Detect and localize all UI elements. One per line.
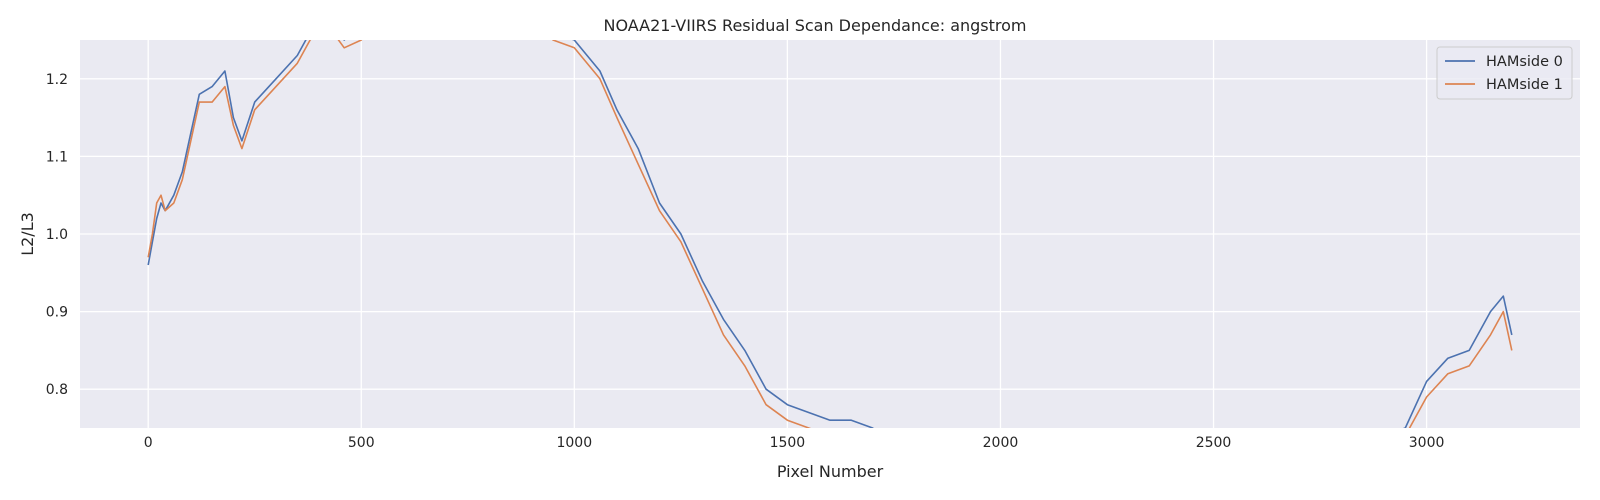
x-tick-label: 0 [144, 435, 153, 451]
y-tick-label: 0.8 [46, 382, 68, 398]
x-tick-label: 2000 [983, 435, 1019, 451]
x-tick-label: 1000 [556, 435, 592, 451]
x-tick-label: 1500 [770, 435, 806, 451]
series-line-hamside-1 [147, 40, 1513, 428]
series-layer [147, 40, 1513, 428]
x-tick-label: 3000 [1409, 435, 1445, 451]
x-tick-label: 500 [348, 435, 375, 451]
legend-label-hamside-0: HAMside 0 [1486, 54, 1563, 70]
y-tick-label: 1.2 [46, 72, 68, 88]
chart-title: NOAA21-VIIRS Residual Scan Dependance: a… [603, 16, 1026, 35]
grid [80, 40, 1580, 428]
y-axis-label: L2/L3 [18, 212, 37, 256]
y-tick-label: 1.0 [46, 227, 68, 243]
y-tick-label: 1.1 [46, 149, 68, 165]
x-tick-label: 2500 [1196, 435, 1232, 451]
x-ticks: 0 500 1000 1500 2000 2500 3000 [144, 435, 1445, 451]
x-axis-label: Pixel Number [777, 462, 884, 481]
y-ticks: 0.8 0.9 1.0 1.1 1.2 [46, 72, 68, 398]
legend-label-hamside-1: HAMside 1 [1486, 77, 1563, 93]
series-line-hamside-0 [147, 40, 1513, 428]
y-tick-label: 0.9 [46, 305, 68, 321]
legend-box [1436, 46, 1573, 100]
legend: HAMside 0 HAMside 1 [1436, 46, 1573, 100]
